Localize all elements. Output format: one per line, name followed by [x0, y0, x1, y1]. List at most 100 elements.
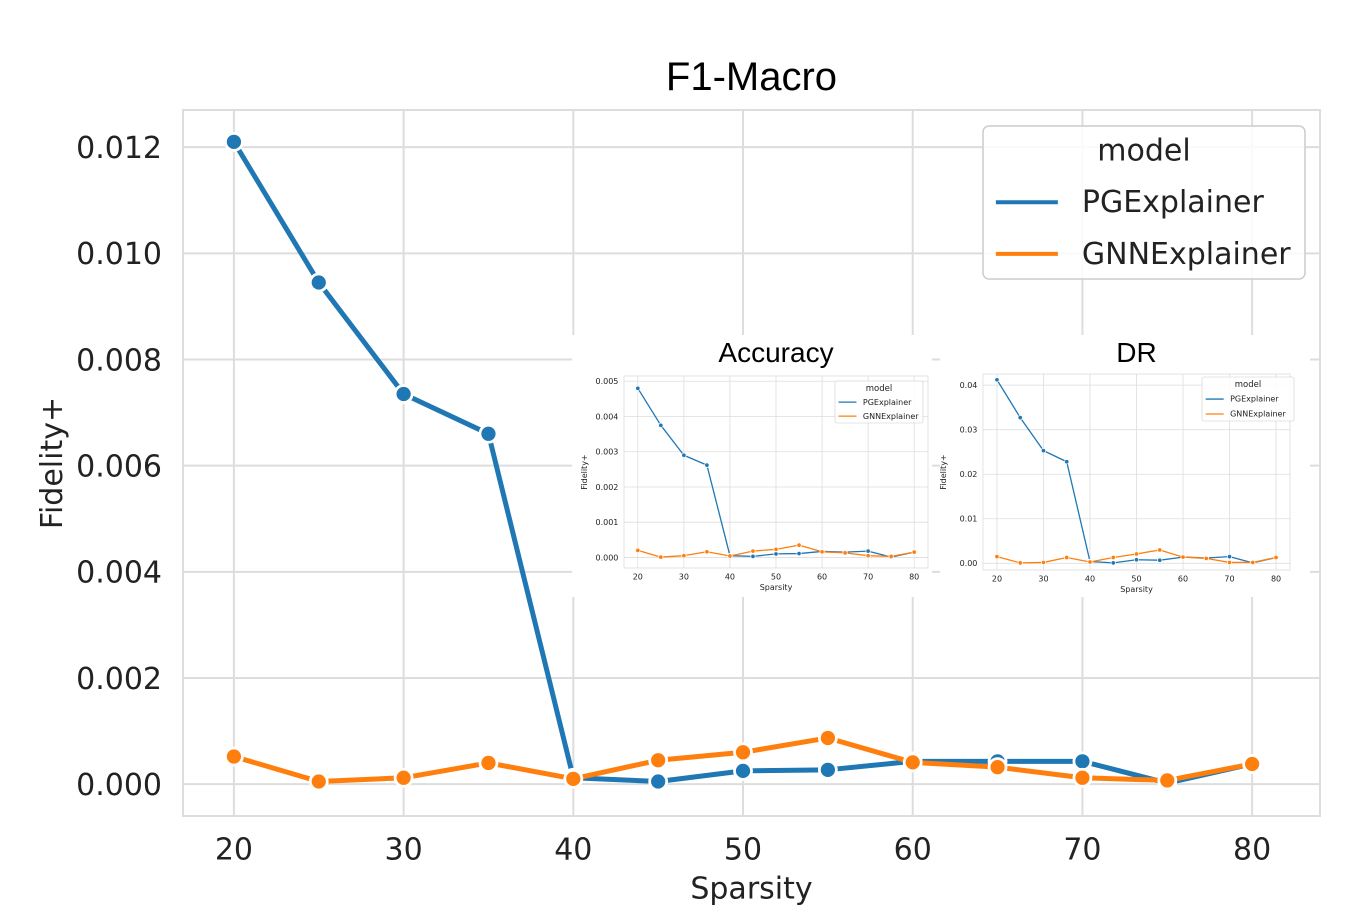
x-tick-label: 40: [554, 833, 592, 868]
data-point: [681, 452, 687, 458]
y-axis-label: Fidelity+: [580, 454, 589, 489]
x-tick-label: 50: [1131, 575, 1141, 584]
data-point: [1250, 559, 1256, 565]
data-point: [704, 462, 710, 468]
data-point: [1157, 557, 1163, 563]
data-point: [478, 753, 499, 773]
data-point: [1157, 547, 1163, 553]
x-tick-label: 70: [863, 573, 873, 582]
data-point: [1180, 554, 1186, 560]
chart-accuracy: Accuracy 20 30 40 50 60 70 80 0.000 0.001 0.002 0.0…: [572, 335, 932, 597]
legend-title: model: [1235, 380, 1261, 390]
data-point: [911, 549, 917, 555]
x-tick-label: 30: [679, 573, 689, 582]
data-point: [987, 757, 1008, 778]
data-point: [648, 771, 669, 792]
data-point: [865, 553, 871, 559]
data-point: [635, 547, 641, 553]
data-point: [1040, 448, 1047, 454]
y-tick-label: 0.000: [76, 768, 162, 803]
legend-box: [982, 125, 1306, 280]
y-tick-label: 0.001: [595, 518, 618, 527]
data-point: [563, 768, 584, 789]
legend-label-gnnexplainer: GNNExplainer: [1082, 237, 1291, 272]
data-point: [1040, 559, 1047, 565]
data-point: [1110, 554, 1116, 561]
legend-label-pgexplainer: PGExplainer: [1082, 185, 1265, 220]
y-tick-label: 0.012: [76, 131, 162, 166]
legend-title: model: [1097, 134, 1190, 169]
data-point: [635, 385, 641, 391]
y-tick-label: 0.004: [595, 412, 618, 421]
data-point: [842, 550, 848, 556]
x-tick-label: 80: [909, 573, 919, 582]
plot-frame: [182, 109, 1321, 817]
legend-box: [834, 380, 924, 424]
chart-title: Accuracy: [718, 337, 833, 368]
data-point: [733, 761, 753, 781]
x-axis-label: Sparsity: [760, 583, 793, 592]
data-point: [796, 550, 802, 557]
legend-label-gnnexplainer: GNNExplainer: [863, 412, 919, 421]
data-point: [1226, 559, 1233, 565]
data-point: [1157, 770, 1178, 791]
data-point: [1133, 551, 1140, 557]
data-point: [1017, 560, 1023, 566]
data-point: [1064, 554, 1070, 561]
data-point: [681, 553, 687, 559]
x-tick-label: 70: [1224, 575, 1234, 584]
x-tick-label: 40: [725, 573, 735, 582]
y-tick-label: 0.004: [76, 556, 162, 591]
x-tick-label: 50: [771, 573, 781, 582]
data-point: [733, 742, 753, 763]
legend-title: model: [866, 384, 892, 394]
x-tick-label: 20: [215, 833, 253, 868]
y-tick-label: 0.03: [960, 426, 978, 435]
y-tick-label: 0.00: [960, 559, 978, 568]
data-point: [1203, 555, 1209, 561]
chart-title: DR: [1116, 337, 1156, 368]
x-tick-label: 20: [633, 573, 643, 582]
data-point: [1273, 554, 1279, 561]
y-axis-label: Fidelity+: [939, 454, 948, 489]
x-tick-label: 60: [817, 573, 827, 582]
y-tick-label: 0.008: [76, 343, 162, 378]
data-point: [817, 728, 838, 748]
data-point: [1242, 754, 1262, 774]
y-tick-label: 0.006: [76, 449, 162, 484]
x-tick-label: 70: [1063, 833, 1101, 868]
data-point: [648, 750, 669, 771]
chart-dr: DR 20 30 40 50 60 70 80 0.00 0.01 0.02 0.03 0.04 Spar…: [939, 335, 1310, 597]
x-tick-label: 60: [894, 833, 932, 868]
data-point: [1072, 767, 1093, 788]
data-point: [994, 554, 1000, 560]
data-point: [1110, 560, 1116, 566]
x-tick-label: 60: [1178, 575, 1188, 584]
y-tick-label: 0.02: [960, 470, 978, 479]
data-point: [308, 771, 329, 792]
data-point: [727, 553, 733, 559]
plot-frame: [623, 375, 929, 569]
data-point: [773, 546, 779, 552]
chart-title: F1-Macro: [666, 55, 837, 99]
legend-box: [1201, 376, 1295, 422]
data-point: [1133, 557, 1140, 563]
data-point: [1017, 415, 1023, 421]
data-point: [393, 384, 414, 404]
data-point: [994, 377, 1000, 383]
data-point: [796, 542, 802, 548]
data-point: [773, 551, 779, 557]
plot-frame: [982, 373, 1291, 571]
data-point: [865, 548, 871, 554]
x-axis-label: Sparsity: [690, 872, 812, 907]
data-point: [1087, 559, 1093, 565]
data-point: [817, 759, 838, 780]
data-point: [750, 548, 756, 554]
x-tick-label: 30: [385, 833, 423, 868]
legend-label-pgexplainer: PGExplainer: [863, 398, 912, 407]
data-point: [224, 746, 244, 767]
data-point: [308, 272, 329, 293]
y-axis-label: Fidelity+: [35, 397, 70, 529]
legend-label-pgexplainer: PGExplainer: [1230, 395, 1279, 404]
data-point: [819, 549, 825, 555]
